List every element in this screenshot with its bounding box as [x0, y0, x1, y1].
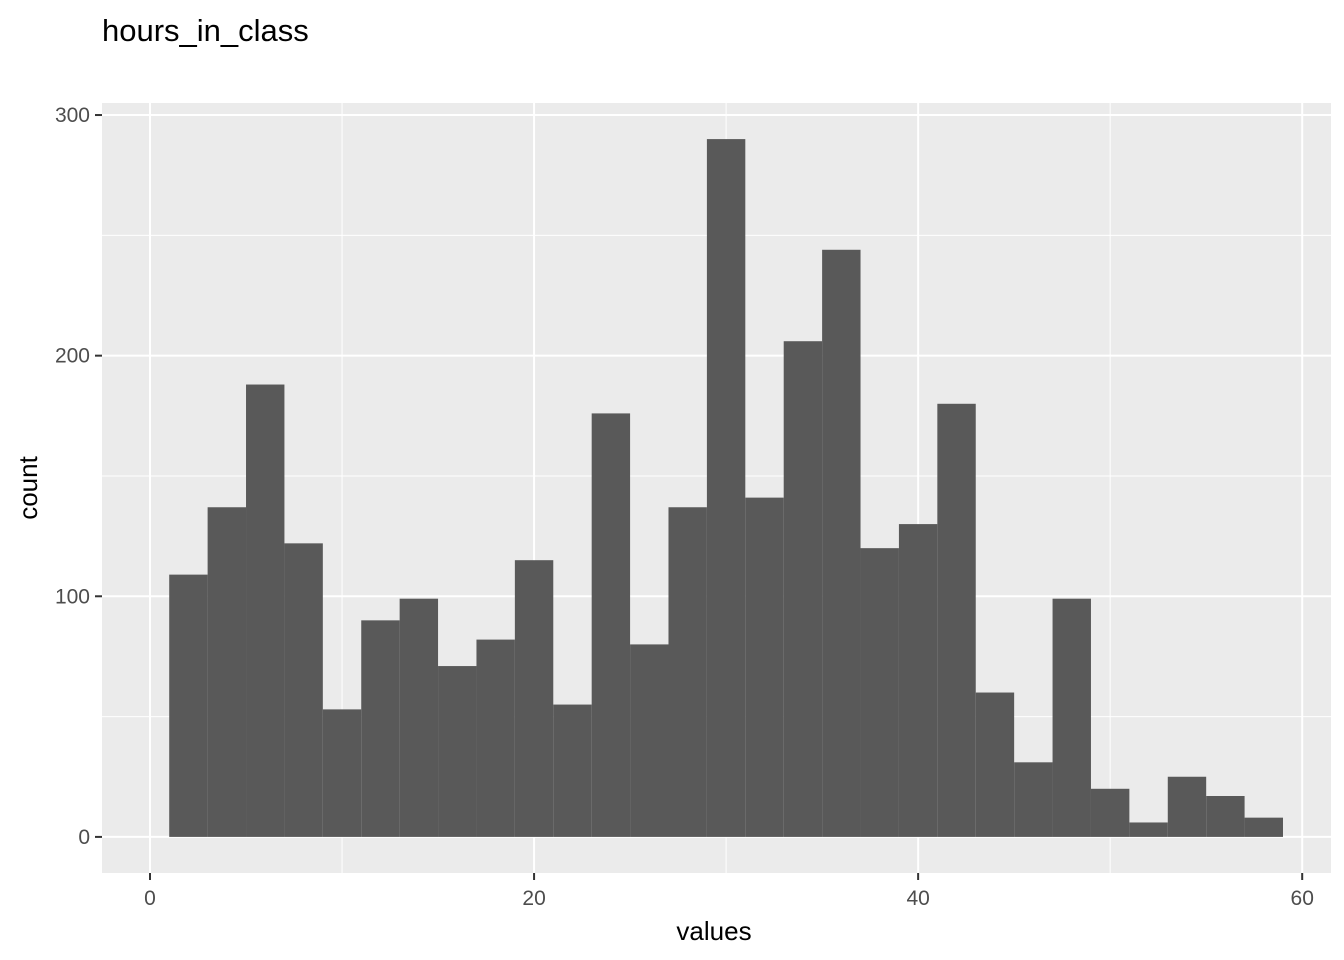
y-tick-label: 0 — [78, 826, 90, 849]
y-tick-label: 300 — [55, 104, 90, 127]
histogram-bar — [361, 620, 400, 837]
histogram-bar — [1014, 762, 1053, 837]
x-axis: 0 20 40 60 — [144, 873, 1314, 910]
x-tick-label: 0 — [144, 887, 156, 910]
histogram-bar — [898, 524, 938, 837]
histogram-bar — [1052, 598, 1091, 837]
histogram-bar — [1244, 817, 1283, 837]
histogram-bar — [706, 139, 746, 837]
histogram-bar — [630, 644, 669, 837]
y-axis-title: count — [13, 455, 43, 519]
histogram-bar — [975, 692, 1015, 837]
histogram-bar — [1167, 776, 1207, 837]
histogram-bar — [745, 497, 784, 837]
histogram-bar — [783, 341, 823, 837]
chart-title: hours_in_class — [102, 13, 309, 48]
x-tick-label: 20 — [522, 887, 545, 910]
histogram-bar — [169, 574, 208, 837]
x-tick-label: 60 — [1291, 887, 1314, 910]
histogram-bar — [1206, 796, 1245, 837]
histogram-bar — [476, 639, 515, 837]
histogram-bars — [169, 139, 1283, 837]
histogram-bar — [322, 709, 362, 837]
histogram-bar — [207, 507, 247, 837]
histogram-bar — [822, 249, 861, 837]
histogram-bar — [591, 413, 631, 837]
histogram-bar — [1129, 822, 1168, 837]
histogram-bar — [860, 548, 899, 837]
histogram-bar — [246, 384, 285, 837]
histogram-bar — [937, 403, 976, 837]
histogram-bar — [438, 666, 477, 837]
y-tick-label: 100 — [55, 585, 90, 608]
y-tick-label: 200 — [55, 345, 90, 368]
histogram-bar — [1090, 788, 1130, 837]
histogram-bar — [553, 704, 592, 837]
x-tick-label: 40 — [906, 887, 929, 910]
histogram-bar — [514, 560, 554, 837]
histogram-bar — [668, 507, 707, 837]
x-axis-title: values — [676, 916, 751, 946]
histogram-bar — [284, 543, 323, 837]
y-axis: 0 100 200 300 — [55, 104, 102, 849]
histogram-bar — [399, 598, 439, 837]
